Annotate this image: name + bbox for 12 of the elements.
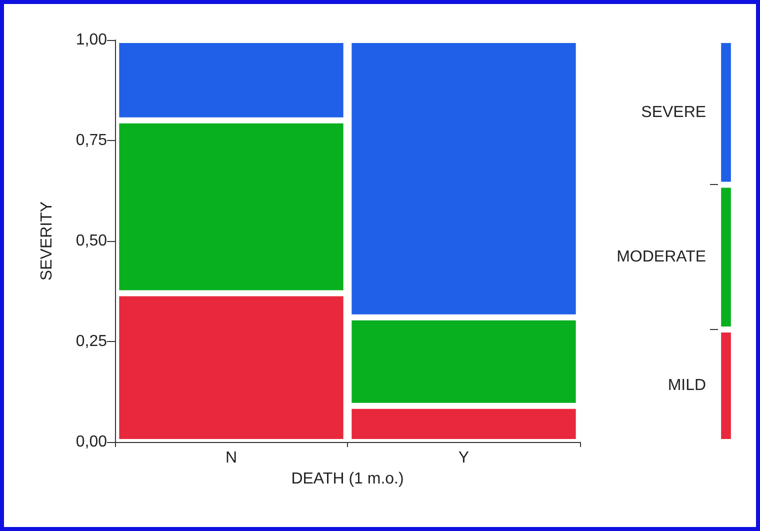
y-tick-label: 0,50 <box>76 232 108 250</box>
x-axis-title: DEATH (1 m.o.) <box>291 470 404 488</box>
series-label: SEVERE <box>641 104 706 121</box>
y-axis-title: SEVERITY <box>38 201 56 281</box>
y-tick-label: 0,75 <box>76 132 108 149</box>
series-label: MODERATE <box>616 248 706 266</box>
series-label: MILD <box>668 377 706 394</box>
x-tick-label: Y <box>458 450 470 466</box>
y-tick-label: 0,25 <box>76 333 108 350</box>
x-tick-label: N <box>225 450 238 466</box>
y-tick-label: 1,00 <box>76 32 108 48</box>
y-tick-label: 0,00 <box>76 434 108 450</box>
